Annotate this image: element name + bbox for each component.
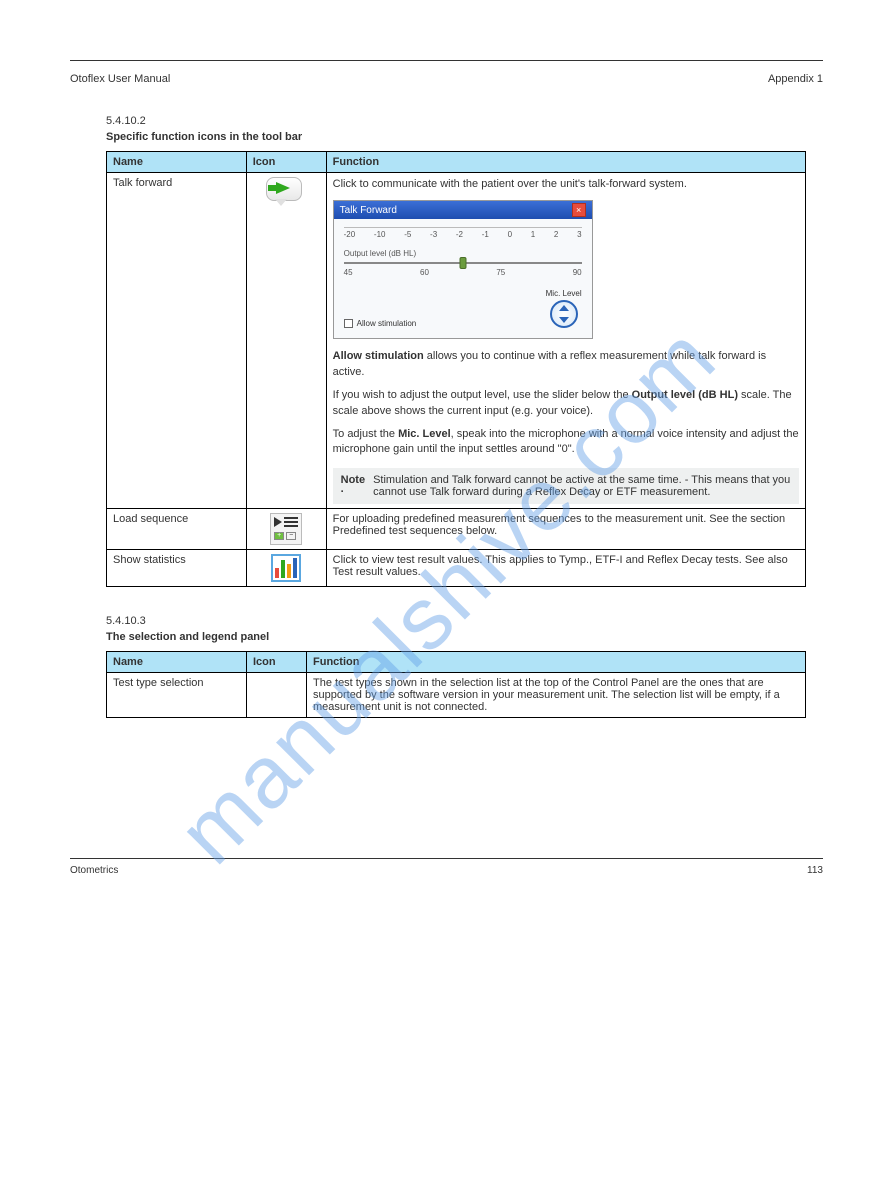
tf-desc-3: If you wish to adjust the output level, …	[333, 388, 799, 419]
tf-desc-2: Allow stimulation allows you to continue…	[333, 349, 799, 380]
doc-title: Otoflex User Manual	[70, 73, 170, 85]
toolbar-icons-table: Name Icon Function Talk forward Click to…	[106, 151, 806, 587]
footer-company: Otometrics	[70, 865, 118, 876]
row-desc: For uploading predefined measurement seq…	[326, 508, 805, 549]
talk-forward-icon	[266, 177, 306, 207]
th-name: Name	[107, 152, 247, 173]
top-rule	[70, 60, 823, 61]
talk-forward-dialog: Talk Forward × -20 -10 -5 -3 -2 -1 0 1	[333, 200, 593, 339]
row-icon-cell	[246, 173, 326, 509]
note-box: Note · Stimulation and Talk forward cann…	[333, 468, 799, 504]
row-desc: Click to view test result values. This a…	[326, 549, 805, 586]
tf-desc-4: To adjust the Mic. Level, speak into the…	[333, 427, 799, 458]
row-name: Talk forward	[107, 173, 247, 509]
row-icon-cell	[247, 672, 307, 717]
th-name: Name	[107, 651, 247, 672]
note-label: Note ·	[341, 474, 365, 498]
bottom-rule	[70, 858, 823, 859]
page-footer: Otometrics 113	[70, 865, 823, 876]
input-scale: -20 -10 -5 -3 -2 -1 0 1 2 3	[344, 227, 582, 239]
table-row: Show statistics Click to view test resul…	[107, 549, 806, 586]
tf-desc-1: Click to communicate with the patient ov…	[333, 177, 799, 192]
statistics-icon	[271, 554, 301, 582]
row-name: Show statistics	[107, 549, 247, 586]
section-number-1: 5.4.10.2	[106, 115, 823, 127]
dialog-title: Talk Forward	[340, 205, 397, 216]
selection-panel-table: Name Icon Function Test type selection T…	[106, 651, 806, 718]
dialog-titlebar: Talk Forward ×	[334, 201, 592, 219]
slider-labels: 45 60 75 90	[344, 268, 582, 277]
page-container: Otoflex User Manual Appendix 1 5.4.10.2 …	[0, 0, 893, 916]
table-row: Test type selection The test types shown…	[107, 672, 806, 717]
table-row: Load sequence +− For uploading predefine…	[107, 508, 806, 549]
row-desc: The test types shown in the selection li…	[307, 672, 806, 717]
mic-level-label: Mic. Level	[546, 289, 582, 298]
close-icon[interactable]: ×	[572, 203, 586, 217]
footer-page: 113	[807, 865, 823, 876]
note-text: Stimulation and Talk forward cannot be a…	[373, 474, 791, 498]
row-name: Test type selection	[107, 672, 247, 717]
allow-stimulation-checkbox[interactable]: Allow stimulation	[344, 319, 417, 328]
page-header: Otoflex User Manual Appendix 1	[70, 73, 823, 85]
checkbox-icon[interactable]	[344, 319, 353, 328]
row-desc: Click to communicate with the patient ov…	[326, 173, 805, 509]
row-icon-cell	[246, 549, 326, 586]
section-title-2: The selection and legend panel	[106, 631, 823, 643]
th-icon: Icon	[246, 152, 326, 173]
row-icon-cell: +−	[246, 508, 326, 549]
th-icon: Icon	[247, 651, 307, 672]
section-number-2: 5.4.10.3	[106, 615, 823, 627]
load-sequence-icon: +−	[270, 513, 302, 545]
output-slider[interactable]	[344, 262, 582, 264]
section-ref: Appendix 1	[768, 73, 823, 85]
slider-thumb[interactable]	[459, 257, 466, 269]
row-name: Load sequence	[107, 508, 247, 549]
table-row: Talk forward Click to communicate with t…	[107, 173, 806, 509]
mic-level-control[interactable]: Mic. Level	[546, 289, 582, 328]
th-function: Function	[307, 651, 806, 672]
dialog-body: -20 -10 -5 -3 -2 -1 0 1 2 3 Output level…	[334, 219, 592, 338]
th-function: Function	[326, 152, 805, 173]
checkbox-label: Allow stimulation	[357, 319, 417, 328]
mic-knob-icon[interactable]	[550, 300, 578, 328]
section-title-1: Specific function icons in the tool bar	[106, 131, 823, 143]
